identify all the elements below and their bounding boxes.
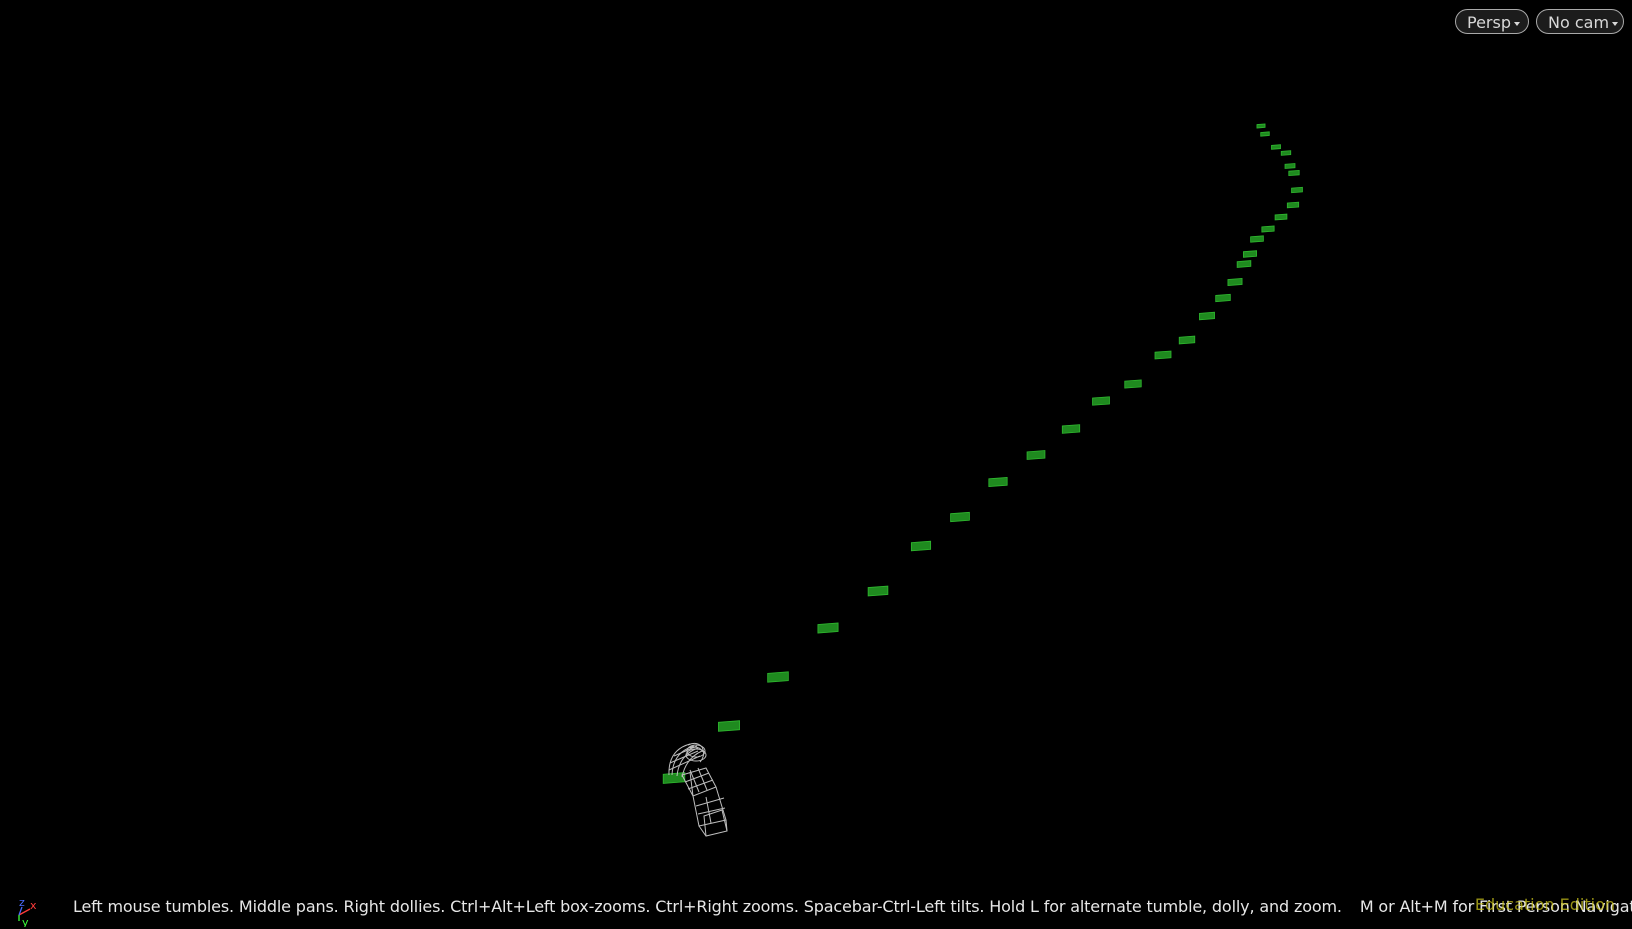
point-marker[interactable]: [1250, 235, 1264, 243]
chevron-down-icon: [1612, 21, 1619, 26]
point-marker[interactable]: [1288, 169, 1300, 177]
axis-x-label: x: [30, 899, 37, 912]
view-menu-label: Persp: [1467, 13, 1511, 32]
edition-label: Education Edition: [1474, 895, 1615, 914]
point-markers-group: [662, 123, 1303, 784]
point-marker[interactable]: [1256, 123, 1266, 129]
point-marker[interactable]: [817, 622, 839, 634]
point-marker[interactable]: [1284, 163, 1296, 169]
point-marker[interactable]: [1260, 131, 1270, 137]
point-marker[interactable]: [767, 671, 789, 683]
point-marker[interactable]: [1199, 311, 1215, 321]
axis-gizmo-icon: x y z: [18, 896, 37, 927]
point-marker[interactable]: [718, 720, 740, 732]
axis-y-label: y: [22, 916, 29, 927]
point-marker[interactable]: [988, 476, 1008, 488]
point-marker[interactable]: [1124, 379, 1142, 389]
view-menu-button[interactable]: Persp: [1455, 9, 1529, 34]
chevron-down-icon: [1514, 21, 1520, 26]
point-marker[interactable]: [1291, 186, 1303, 194]
camera-menu-button[interactable]: No cam: [1536, 9, 1624, 34]
point-marker[interactable]: [1280, 150, 1292, 156]
navigation-hint-text: Left mouse tumbles. Middle pans. Right d…: [73, 897, 1342, 916]
point-marker[interactable]: [1154, 350, 1172, 360]
wireframe-camera-icon[interactable]: [668, 742, 728, 837]
point-marker[interactable]: [1242, 250, 1258, 258]
point-marker[interactable]: [662, 772, 686, 784]
point-marker[interactable]: [1092, 396, 1110, 406]
point-marker[interactable]: [1286, 201, 1300, 209]
point-marker[interactable]: [1274, 213, 1288, 221]
axis-z-label: z: [19, 896, 25, 909]
point-marker[interactable]: [1271, 144, 1281, 150]
point-marker[interactable]: [1215, 293, 1231, 303]
point-marker[interactable]: [867, 585, 889, 597]
navigation-hint-bar: Left mouse tumbles. Middle pans. Right d…: [73, 897, 1632, 916]
point-marker[interactable]: [1026, 450, 1046, 460]
point-marker[interactable]: [1227, 278, 1243, 286]
point-marker[interactable]: [1178, 335, 1196, 345]
point-marker[interactable]: [1061, 424, 1081, 434]
point-marker[interactable]: [910, 540, 932, 552]
point-marker[interactable]: [1261, 225, 1275, 233]
camera-menu-label: No cam: [1548, 13, 1610, 32]
point-marker[interactable]: [1236, 260, 1252, 268]
first-person-hint-text: M or Alt+M for First Person Navigation.: [1359, 897, 1632, 916]
point-marker[interactable]: [950, 511, 970, 523]
